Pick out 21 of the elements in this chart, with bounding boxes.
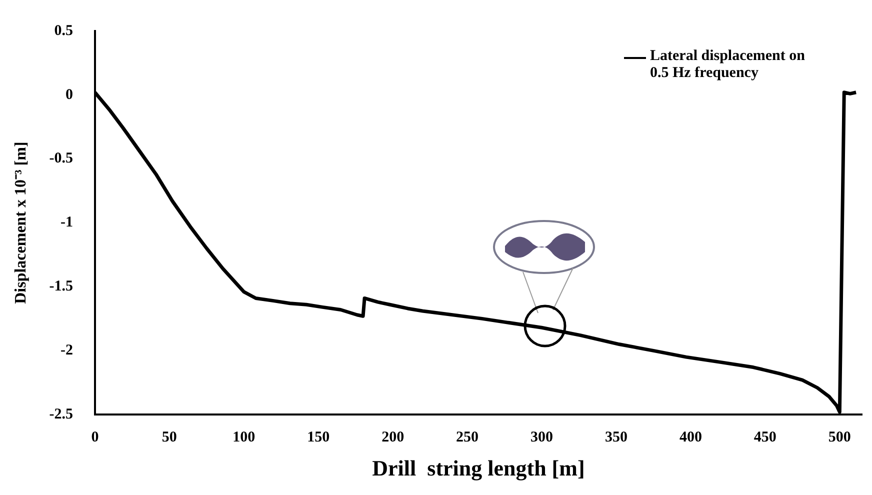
y-tick-label: -1.5 <box>49 278 73 295</box>
y-axis-title: Displacement x 10⁻³ [m] <box>12 142 30 304</box>
x-tick-label: 350 <box>604 429 628 446</box>
x-tick-label: 300 <box>530 429 554 446</box>
x-tick-label: 450 <box>754 429 776 446</box>
legend-label: Lateral displacement on 0.5 Hz frequency <box>650 48 806 82</box>
x-tick-label: 50 <box>162 429 177 446</box>
x-tick-label: 0 <box>91 429 99 446</box>
x-tick-label: 500 <box>828 429 851 446</box>
x-tick-label: 250 <box>456 429 479 446</box>
y-tick-label: -2.5 <box>49 406 73 422</box>
x-tick-label: 150 <box>307 429 330 446</box>
x-tick-label: 200 <box>382 429 404 446</box>
x-axis-title: Drill string length [m] <box>372 455 585 480</box>
y-tick-label: 0.5 <box>54 22 73 39</box>
y-tick-label: 0 <box>65 86 73 103</box>
x-tick-label: 100 <box>232 429 256 446</box>
y-tick-label: -2 <box>60 342 73 359</box>
x-tick-label: 400 <box>679 429 702 446</box>
y-tick-label: -0.5 <box>49 150 73 167</box>
y-tick-label: -1 <box>60 214 73 231</box>
